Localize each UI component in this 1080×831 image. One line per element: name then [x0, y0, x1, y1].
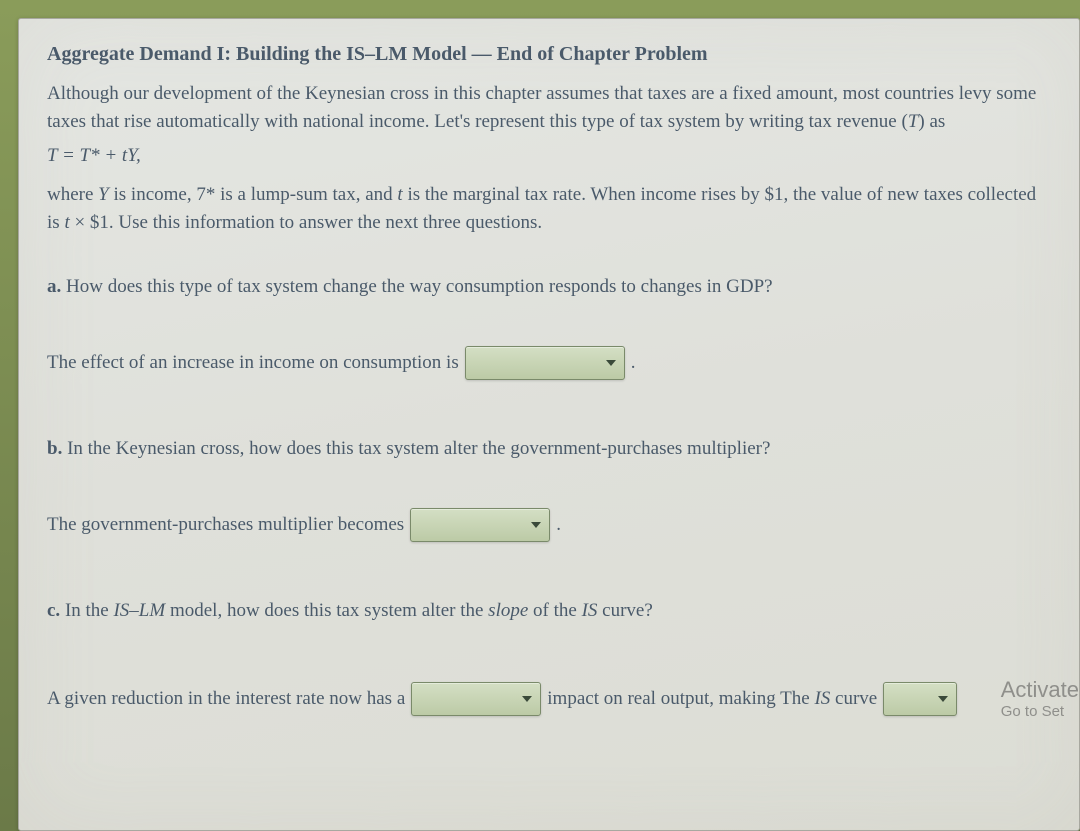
- intro-paragraph-1: Although our development of the Keynesia…: [47, 80, 1051, 135]
- problem-title: Aggregate Demand I: Building the IS–LM M…: [47, 43, 1051, 66]
- is-var-2: IS: [814, 688, 830, 709]
- question-c-text-c: of the: [528, 600, 581, 621]
- is-var: IS: [582, 600, 598, 621]
- answer-c-mid: impact on real output, making The IS cur…: [547, 688, 877, 710]
- answer-c-select-2[interactable]: [883, 682, 957, 716]
- answer-a-select[interactable]: [465, 346, 625, 380]
- intro-text-2b: is income, 7* is a lump-sum tax, and: [109, 184, 398, 205]
- question-b-label: b.: [47, 438, 62, 459]
- answer-b-select[interactable]: [410, 508, 550, 542]
- question-c: c. In the IS–LM model, how does this tax…: [47, 600, 1051, 622]
- activate-windows-watermark: Activate Go to Set: [1001, 677, 1079, 720]
- answer-c-select-1[interactable]: [411, 682, 541, 716]
- islm-var: IS–LM: [113, 600, 165, 621]
- chevron-down-icon: [531, 522, 541, 528]
- chevron-down-icon: [522, 696, 532, 702]
- question-c-text-a: In the: [60, 600, 113, 621]
- intro-text-1b: ) as: [918, 111, 945, 132]
- answer-c-line: A given reduction in the interest rate n…: [47, 682, 1051, 716]
- watermark-line2: Go to Set: [1001, 703, 1079, 720]
- answer-c-end: curve: [830, 688, 877, 709]
- watermark-line1: Activate: [1001, 677, 1079, 703]
- income-var: Y: [98, 184, 109, 205]
- question-c-label: c.: [47, 600, 60, 621]
- answer-a-after: .: [631, 352, 636, 374]
- answer-c-pre: A given reduction in the interest rate n…: [47, 688, 405, 710]
- tax-formula: T = T* + tY,: [47, 145, 1051, 167]
- answer-b-after: .: [556, 514, 561, 536]
- question-b: b. In the Keynesian cross, how does this…: [47, 438, 1051, 460]
- slope-var: slope: [488, 600, 528, 621]
- question-c-text-d: curve?: [597, 600, 652, 621]
- question-a-text: How does this type of tax system change …: [61, 276, 772, 297]
- chevron-down-icon: [606, 360, 616, 366]
- tax-revenue-var: T: [908, 111, 919, 132]
- intro-paragraph-2: where Y is income, 7* is a lump-sum tax,…: [47, 181, 1051, 236]
- question-c-text-b: model, how does this tax system alter th…: [165, 600, 488, 621]
- answer-a-line: The effect of an increase in income on c…: [47, 346, 1051, 380]
- intro-text-1a: Although our development of the Keynesia…: [47, 83, 1036, 132]
- answer-a-text: The effect of an increase in income on c…: [47, 352, 459, 374]
- intro-text-2d: × $1. Use this information to answer the…: [70, 212, 542, 233]
- answer-b-line: The government-purchases multiplier beco…: [47, 508, 1051, 542]
- answer-c-mid-text: impact on real output, making The: [547, 688, 814, 709]
- intro-text-2a: where: [47, 184, 98, 205]
- problem-panel: Aggregate Demand I: Building the IS–LM M…: [18, 18, 1080, 831]
- question-a-label: a.: [47, 276, 61, 297]
- question-a: a. How does this type of tax system chan…: [47, 276, 1051, 298]
- chevron-down-icon: [938, 696, 948, 702]
- answer-b-text: The government-purchases multiplier beco…: [47, 514, 404, 536]
- question-b-text: In the Keynesian cross, how does this ta…: [62, 438, 770, 459]
